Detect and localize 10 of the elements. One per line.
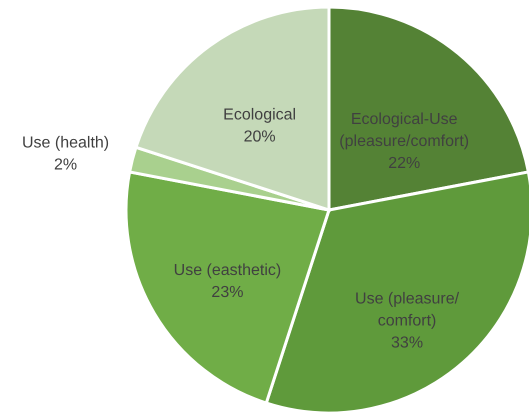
slice-label: Use (health) <box>22 134 110 152</box>
data-label: 33% <box>391 334 424 352</box>
slice-label: Use (pleasure/ comfort) <box>355 290 460 330</box>
slice-label: Ecological <box>223 106 296 124</box>
data-label: 20% <box>244 128 276 146</box>
data-label: 22% <box>388 155 420 172</box>
slice-label: Ecological-Use (pleasure/comfort) <box>339 111 470 150</box>
slice-label: Use (easthetic) <box>174 262 282 280</box>
data-label: 2% <box>54 156 78 174</box>
data-label: 23% <box>211 284 244 302</box>
